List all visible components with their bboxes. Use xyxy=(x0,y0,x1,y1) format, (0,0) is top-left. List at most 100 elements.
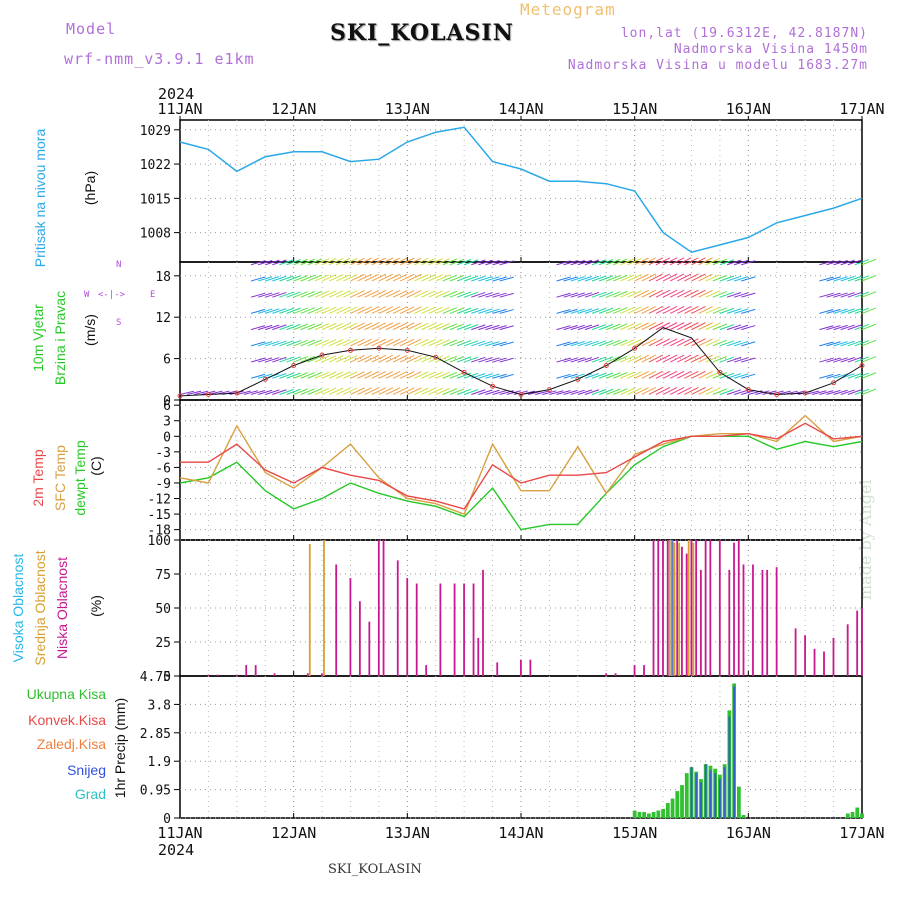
wind-barb xyxy=(847,275,862,282)
wind-barb xyxy=(250,308,266,314)
wind-barb xyxy=(492,373,507,379)
wind-barb xyxy=(449,388,465,395)
wind-barb xyxy=(442,290,458,298)
wind-barb xyxy=(726,275,742,282)
cloud-low-bar xyxy=(676,540,679,676)
wind-speed-marker xyxy=(745,387,751,393)
wind-barb xyxy=(321,371,337,379)
wind-speed-marker xyxy=(546,387,552,393)
wind-barb xyxy=(598,340,614,347)
wind-barb xyxy=(328,274,344,282)
wind-barb xyxy=(407,354,422,363)
wind-barb xyxy=(307,290,323,298)
wind-barb xyxy=(350,257,365,266)
wind-barb xyxy=(833,357,848,363)
wind-barb xyxy=(684,273,699,282)
wind-barb xyxy=(286,259,301,266)
wind-barb xyxy=(357,354,372,363)
wind-barb xyxy=(250,260,266,266)
wind-barb xyxy=(357,322,372,331)
wind-barb xyxy=(833,260,848,266)
cloud-low-bar xyxy=(520,659,522,676)
wind-barb xyxy=(421,322,436,331)
precip-total-bar xyxy=(632,810,637,818)
wind-barb xyxy=(655,354,671,363)
wind-barb xyxy=(343,274,358,282)
wind-barb xyxy=(314,290,330,298)
wind-barb xyxy=(478,259,493,266)
cloud-low-bar xyxy=(614,673,617,676)
cloud-low-bar xyxy=(406,578,409,676)
wind-barb xyxy=(272,356,287,363)
wind-barb xyxy=(620,387,635,395)
wind-barb xyxy=(378,387,394,395)
wind-barb xyxy=(655,257,671,266)
wind-barb xyxy=(741,341,756,347)
precip-snow-bar xyxy=(700,782,702,818)
wind-barb xyxy=(258,357,273,363)
wind-barb xyxy=(442,274,458,282)
wind-barb xyxy=(407,371,422,379)
wind-barb xyxy=(421,371,436,379)
wind-barb xyxy=(677,338,692,347)
wind-barb xyxy=(400,354,415,363)
wind-barb xyxy=(449,274,465,282)
wind-barb xyxy=(741,260,756,266)
wind-barb xyxy=(314,355,330,363)
wind-barb xyxy=(684,305,699,314)
wind-barb xyxy=(272,340,287,347)
year-label-bottom: 2024 xyxy=(158,841,194,859)
wind-barb xyxy=(627,306,642,314)
wind-barb xyxy=(691,305,706,314)
wind-barb xyxy=(449,356,465,363)
wind-barb xyxy=(286,388,301,395)
wind-barb xyxy=(641,370,656,379)
wind-barb xyxy=(634,387,649,395)
wind-barb xyxy=(343,322,358,331)
wind-barb xyxy=(279,324,294,331)
wind-barb xyxy=(336,338,351,347)
pressure-ytick-label: 1022 xyxy=(140,158,171,173)
wind-barb xyxy=(300,291,315,298)
wind-barb xyxy=(421,306,436,314)
wind-barb xyxy=(385,290,401,298)
wind-barb xyxy=(634,289,649,298)
wind-barb xyxy=(421,257,436,266)
wind-barb xyxy=(854,340,870,347)
wind-barb xyxy=(442,388,458,395)
wind-barb xyxy=(677,257,692,266)
wind-barb xyxy=(328,387,344,395)
wind-barb xyxy=(705,371,720,379)
wind-barb xyxy=(279,307,294,314)
wind-barb xyxy=(300,274,315,282)
wind-barb xyxy=(641,322,656,331)
wind-barb xyxy=(847,291,862,298)
precip-total-bar xyxy=(642,812,647,818)
wind-barb xyxy=(456,372,472,379)
wind-barb xyxy=(357,273,372,282)
temp-ytick-label: 0 xyxy=(163,430,171,445)
wind-barb xyxy=(258,308,273,314)
wind-barb xyxy=(570,292,585,298)
wind-barb xyxy=(719,340,735,347)
wind-barb xyxy=(826,325,841,331)
wind-barb xyxy=(861,291,877,298)
wind-barb xyxy=(350,338,365,347)
wind-barb xyxy=(726,340,742,347)
wind-barb xyxy=(385,306,401,314)
wind-barb xyxy=(826,373,841,379)
wind-barb xyxy=(407,306,422,314)
wind-barb xyxy=(634,306,649,314)
wind-barb xyxy=(428,371,443,379)
wind-barb xyxy=(478,275,493,282)
wind-barb xyxy=(854,275,870,282)
wind-barb xyxy=(854,372,870,379)
wind-barb xyxy=(570,308,585,314)
wind-barb xyxy=(385,273,401,282)
wind-barb xyxy=(265,389,280,395)
wind-dir-w: W xyxy=(84,290,90,300)
cloud-low-bar xyxy=(813,648,816,676)
wind-barb xyxy=(662,273,678,282)
precip-total-bar xyxy=(850,812,855,818)
wind-barb xyxy=(442,258,458,266)
